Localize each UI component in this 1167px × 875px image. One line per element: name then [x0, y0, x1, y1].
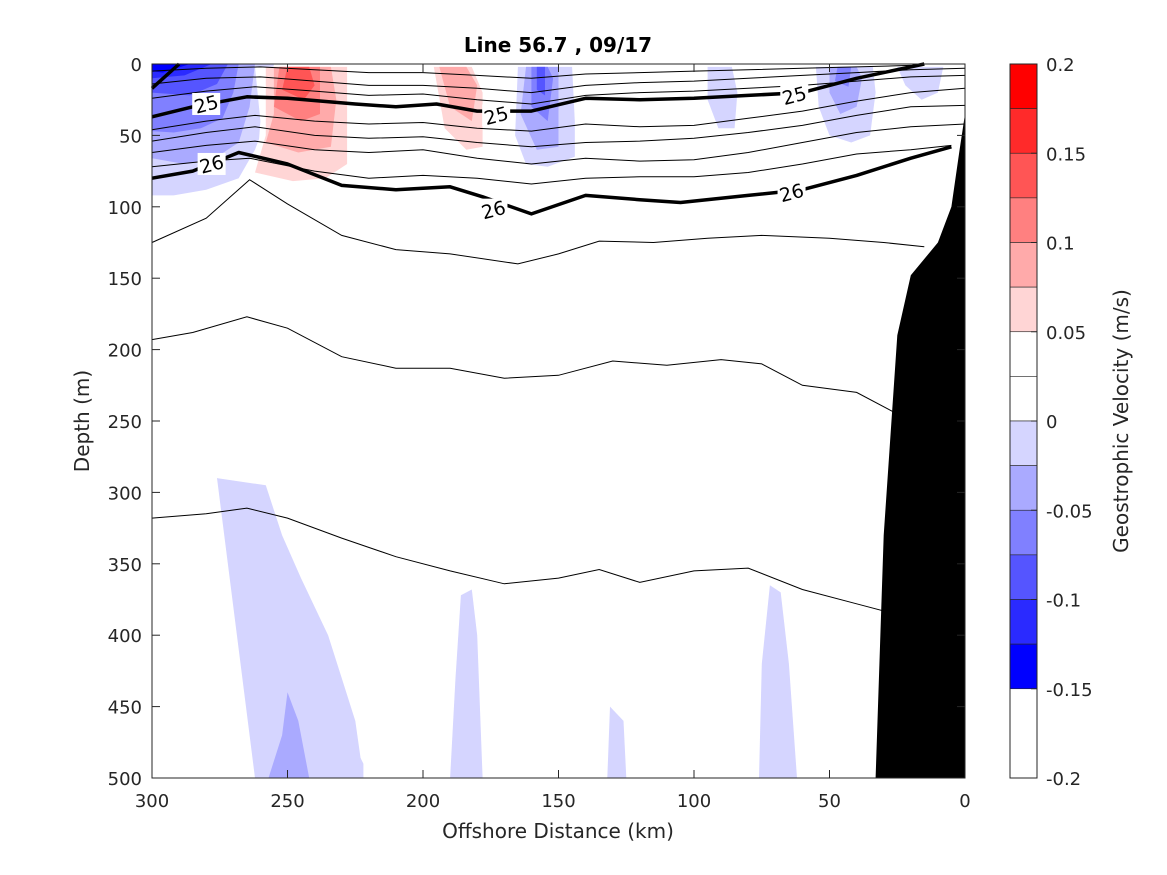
velocity-region [596, 66, 635, 153]
contour-label-halo [479, 198, 508, 221]
x-tick-label: 0 [959, 791, 970, 812]
colorbar-tick-label: 0.2 [1046, 55, 1075, 76]
velocity-region [536, 66, 545, 96]
x-axis-title: Offshore Distance (km) [442, 819, 674, 843]
y-axis-title: Depth (m) [70, 370, 94, 472]
colorbar-swatch [1009, 599, 1038, 645]
colorbar-swatch [1009, 376, 1038, 422]
velocity-fills [152, 64, 944, 778]
velocity-region [531, 628, 564, 778]
contour-label-halo [777, 181, 806, 204]
y-axis-ticks: 0 50 100 150 200 250 300 350 400 450 500 [108, 55, 965, 790]
x-tick-label: 250 [270, 791, 304, 812]
velocity-region [217, 478, 364, 778]
y-tick-label: 450 [108, 698, 142, 719]
colorbar-tick-label: 0.05 [1046, 323, 1086, 344]
isopycnal-line [151, 64, 911, 79]
colorbar-swatch [1009, 197, 1038, 243]
y-tick-label: 100 [108, 198, 142, 219]
colorbar-tick-label: -0.1 [1046, 591, 1081, 612]
bathymetry [875, 114, 965, 778]
y-tick-label: 500 [108, 769, 142, 790]
y-tick-label: 150 [108, 269, 142, 290]
x-tick-label: 150 [541, 791, 575, 812]
contour-label-halo [482, 104, 511, 127]
y-tick-label: 250 [108, 412, 142, 433]
colorbar-swatch [1009, 152, 1038, 199]
colorbar-tick-label: -0.15 [1046, 680, 1093, 701]
x-axis-ticks: 300 250 200 150 100 50 0 [135, 64, 971, 812]
x-tick-label: 200 [406, 791, 440, 812]
colorbar-swatch [1009, 108, 1038, 154]
velocity-region [152, 478, 226, 778]
y-tick-label: 400 [108, 626, 142, 647]
contour-label-halo [780, 84, 809, 107]
y-tick-label: 200 [108, 341, 142, 362]
colorbar-swatch [1009, 242, 1038, 288]
velocity-region [769, 66, 789, 264]
isopycnal-line [151, 87, 966, 132]
isopycnal-line [151, 104, 966, 148]
colorbar-swatch [1009, 63, 1038, 109]
y-tick-label: 50 [119, 126, 142, 147]
colorbar-swatch [1009, 420, 1038, 466]
y-tick-label: 350 [108, 555, 142, 576]
colorbar-tick-label: -0.2 [1046, 769, 1081, 790]
colorbar-tick-label: -0.05 [1046, 501, 1093, 522]
velocity-region [268, 692, 310, 778]
bold-isopycnal-line [150, 62, 181, 90]
contour-label-halo [197, 152, 226, 175]
isopycnal-line [151, 316, 912, 422]
velocity-region [759, 585, 797, 778]
isopycnal-line [151, 123, 966, 165]
isopycnal-line [151, 67, 966, 94]
colorbar-tick-label: 0 [1046, 412, 1057, 433]
colorbar-swatch [1009, 331, 1038, 377]
colorbar-swatches [1009, 63, 1038, 690]
colorbar-swatch [1009, 554, 1038, 600]
x-tick-label: 50 [818, 791, 841, 812]
colorbar-tick-label: 0.1 [1046, 234, 1075, 255]
x-tick-label: 300 [135, 791, 169, 812]
colorbar-swatch [1009, 643, 1038, 690]
velocity-region [897, 66, 944, 100]
bold-isopycnal-line [151, 145, 952, 216]
isopycnal-line [151, 179, 925, 265]
colorbar-title: Geostrophic Velocity (m/s) [1109, 289, 1133, 553]
contour-label-halo [192, 92, 221, 115]
isopycnal-contours [151, 64, 966, 626]
velocity-region [282, 66, 315, 100]
chart-title: Line 56.7 , 09/17 [464, 33, 652, 57]
colorbar: 0.2 0.15 0.1 0.05 0 -0.05 -0.1 -0.15 -0.2 [1009, 55, 1093, 790]
isopycnal-line [151, 74, 966, 105]
colorbar-swatch [1009, 509, 1038, 556]
isopycnal-line [151, 507, 952, 626]
isopycnal-line [151, 144, 952, 185]
y-tick-label: 300 [108, 483, 142, 504]
velocity-region [439, 66, 478, 122]
x-tick-label: 100 [677, 791, 711, 812]
colorbar-ticks: 0.2 0.15 0.1 0.05 0 -0.05 -0.1 -0.15 -0.2 [1031, 55, 1093, 790]
y-tick-label: 0 [131, 55, 142, 76]
colorbar-tick-label: 0.15 [1046, 144, 1086, 165]
velocity-region [450, 589, 483, 778]
velocity-region [607, 706, 627, 778]
colorbar-swatch [1009, 465, 1038, 511]
colorbar-swatch [1009, 286, 1038, 333]
